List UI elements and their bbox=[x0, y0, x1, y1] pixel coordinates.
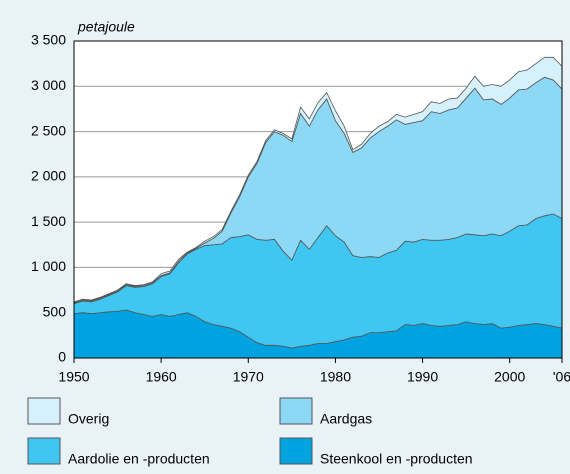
y-tick-label: 2 000 bbox=[31, 168, 66, 184]
legend-label: Steenkool en -producten bbox=[320, 451, 473, 467]
y-tick-label: 1 000 bbox=[31, 258, 66, 274]
x-tick-label: 1970 bbox=[233, 369, 264, 385]
plot-border bbox=[73, 40, 563, 359]
x-tick-label: 1980 bbox=[320, 369, 351, 385]
y-tick-label: 500 bbox=[43, 303, 67, 319]
legend-swatch bbox=[279, 437, 313, 465]
x-tick-label: '06 bbox=[553, 369, 570, 385]
x-tick-label: 1950 bbox=[58, 369, 89, 385]
x-tick-label: 2000 bbox=[494, 369, 525, 385]
legend-swatch bbox=[27, 397, 61, 425]
legend-label: Overig bbox=[68, 411, 109, 427]
legend-swatch bbox=[279, 397, 313, 425]
x-tick-label: 1960 bbox=[146, 369, 177, 385]
y-tick-label: 0 bbox=[58, 349, 66, 365]
y-tick-label: 3 500 bbox=[31, 32, 66, 48]
y-tick-label: 2 500 bbox=[31, 122, 66, 138]
y-axis-label: petajoule bbox=[77, 19, 135, 35]
y-tick-label: 3 000 bbox=[31, 77, 66, 93]
legend-label: Aardgas bbox=[320, 411, 372, 427]
y-tick-label: 1 500 bbox=[31, 213, 66, 229]
legend-label: Aardolie en -producten bbox=[68, 451, 210, 467]
legend-swatch bbox=[27, 437, 61, 465]
x-tick-label: 1990 bbox=[407, 369, 438, 385]
